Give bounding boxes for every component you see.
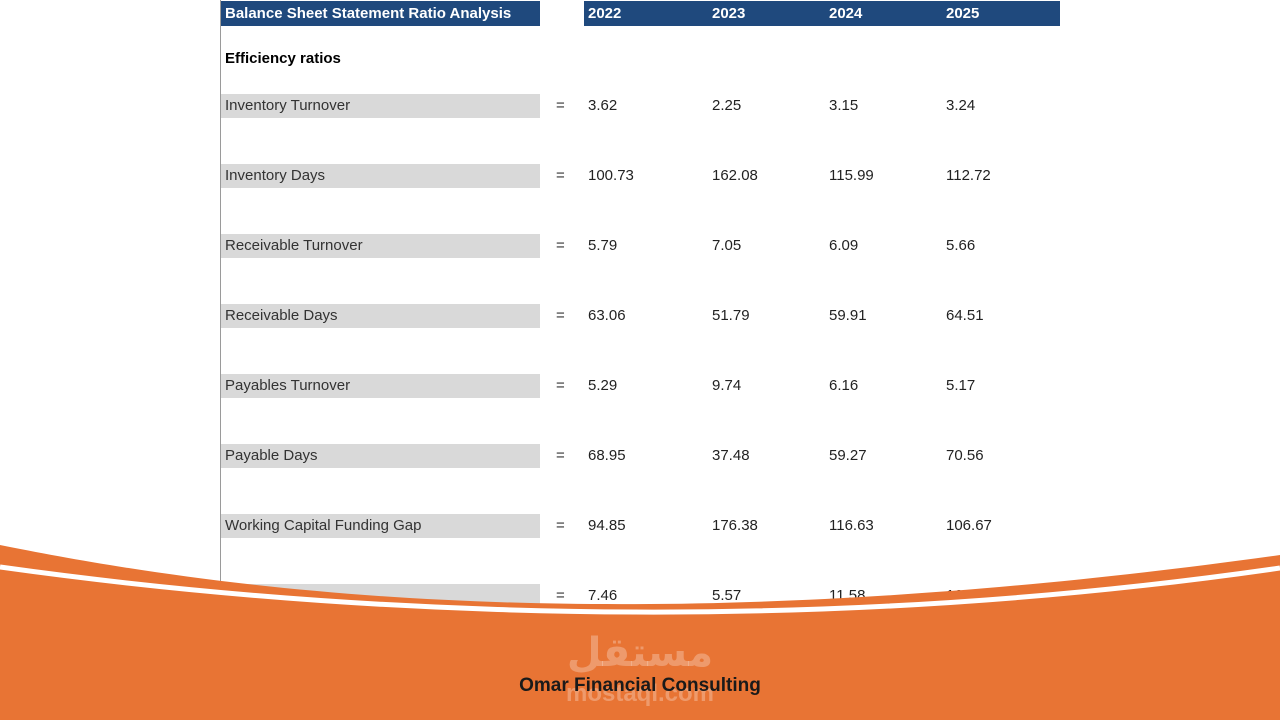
sheet-left-border [220, 0, 221, 612]
value-2023: 7.05 [712, 237, 742, 254]
value-2023: 162.08 [712, 167, 758, 184]
equals-sign: = [556, 377, 565, 394]
value-2024: 59.27 [829, 447, 867, 464]
orange-wave-shape [0, 545, 1280, 720]
year-header-2022: 2022 [588, 5, 622, 22]
brand-name: Omar Financial Consulting [519, 675, 761, 696]
value-2022: 68.95 [588, 447, 626, 464]
value-2025: 3.24 [946, 97, 976, 114]
value-2022: 63.06 [588, 307, 626, 324]
value-2024: 59.91 [829, 307, 867, 324]
row-label: Payable Days [221, 444, 540, 468]
value-2022: 7.46 [588, 587, 618, 604]
value-2024: 6.16 [829, 377, 859, 394]
equals-sign: = [556, 307, 565, 324]
year-header-2023: 2023 [712, 5, 746, 22]
row-label: Receivable Turnover [221, 234, 540, 258]
value-2025: 5.17 [946, 377, 976, 394]
white-wave-stripe [0, 564, 1280, 615]
equals-sign: = [556, 97, 565, 114]
value-2024: 3.15 [829, 97, 859, 114]
equals-sign: = [556, 167, 565, 184]
row-label: Payables Turnover [221, 374, 540, 398]
value-2025: 106.67 [946, 517, 992, 534]
equals-sign: = [556, 447, 565, 464]
year-header-2025: 2025 [946, 5, 980, 22]
value-2022: 3.62 [588, 97, 618, 114]
value-2023: 37.48 [712, 447, 750, 464]
value-2022: 5.29 [588, 377, 618, 394]
title-header-cell [221, 1, 540, 26]
equals-sign: = [556, 587, 565, 604]
value-2025: 70.56 [946, 447, 984, 464]
equals-sign: = [556, 237, 565, 254]
value-2023: 2.25 [712, 97, 742, 114]
row-label: Receivable Days [221, 304, 540, 328]
value-2025: 5.66 [946, 237, 976, 254]
value-2023: 5.57 [712, 587, 742, 604]
sheet-title: Balance Sheet Statement Ratio Analysis [225, 5, 512, 22]
value-2025: 64.51 [946, 307, 984, 324]
value-2024: 116.63 [829, 517, 874, 534]
value-2024: 115.99 [829, 167, 874, 184]
years-header-bar [584, 1, 1060, 26]
value-2022: 94.85 [588, 517, 626, 534]
value-2025: 112.72 [946, 167, 991, 184]
section-title: Efficiency ratios [225, 50, 341, 67]
value-2023: 176.38 [712, 517, 758, 534]
equals-sign: = [556, 517, 565, 534]
value-2023: 9.74 [712, 377, 742, 394]
value-2024: 6.09 [829, 237, 859, 254]
value-2023: 51.79 [712, 307, 750, 324]
value-2022: 5.79 [588, 237, 618, 254]
row-label: Inventory Days [221, 164, 540, 188]
row-label: Working Capital Funding Gap [221, 514, 540, 538]
value-2022: 100.73 [588, 167, 634, 184]
year-header-2024: 2024 [829, 5, 863, 22]
row-label: Inventory Turnover [221, 94, 540, 118]
